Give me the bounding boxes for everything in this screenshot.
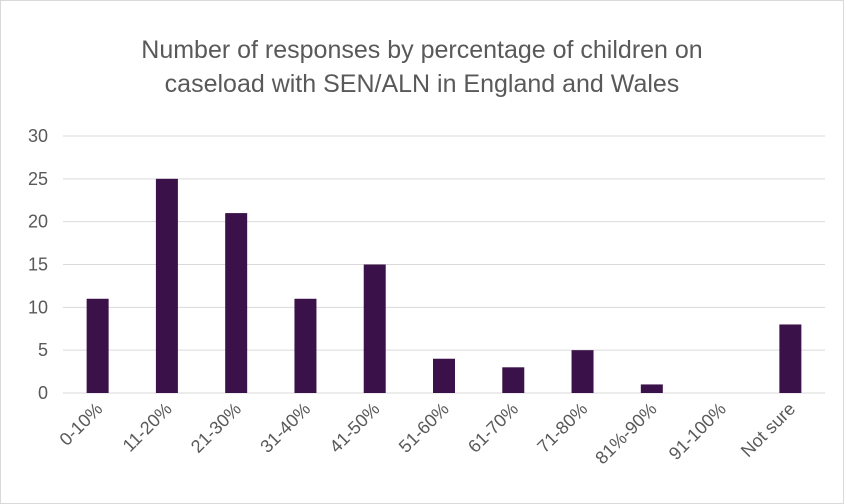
y-axis-ticks: 0 5 10 15 20 25 30 <box>28 126 48 403</box>
bar <box>779 324 802 393</box>
x-axis-ticks: 0-10% 11-20% 21-30% 31-40% 41-50% 51-60% 61-70… <box>56 399 800 468</box>
bar <box>155 178 178 393</box>
gridlines <box>63 135 825 394</box>
y-tick-label: 15 <box>28 255 48 275</box>
bar <box>571 350 594 393</box>
x-tick-label: 21-30% <box>187 399 245 457</box>
bar <box>294 298 317 393</box>
bar <box>433 358 455 393</box>
bar <box>86 298 109 393</box>
x-tick-label: 71-80% <box>533 399 591 457</box>
x-tick-label: 0-10% <box>56 399 107 450</box>
y-tick-label: 30 <box>28 126 48 146</box>
y-tick-label: 0 <box>38 383 48 403</box>
bar <box>502 367 525 393</box>
x-tick-label: 31-40% <box>256 399 314 457</box>
y-tick-label: 10 <box>28 297 48 317</box>
y-tick-label: 25 <box>28 169 48 189</box>
bar <box>225 213 248 393</box>
x-tick-label: 91-100% <box>665 399 730 464</box>
x-tick-label: Not sure <box>737 399 799 461</box>
bar <box>640 384 663 393</box>
x-tick-label: 61-70% <box>464 399 522 457</box>
chart-title-line-2: caseload with SEN/ALN in England and Wal… <box>164 70 680 98</box>
y-tick-label: 20 <box>28 212 48 232</box>
bar <box>363 264 386 393</box>
x-tick-label: 51-60% <box>395 399 453 457</box>
x-tick-label: 81%-90% <box>591 399 660 468</box>
chart-title: Number of responses by percentage of chi… <box>0 33 844 101</box>
y-tick-label: 5 <box>38 340 48 360</box>
bars <box>86 178 802 393</box>
x-tick-label: 11-20% <box>119 399 176 456</box>
x-tick-label: 41-50% <box>326 399 384 457</box>
chart-title-line-1: Number of responses by percentage of chi… <box>141 36 703 64</box>
